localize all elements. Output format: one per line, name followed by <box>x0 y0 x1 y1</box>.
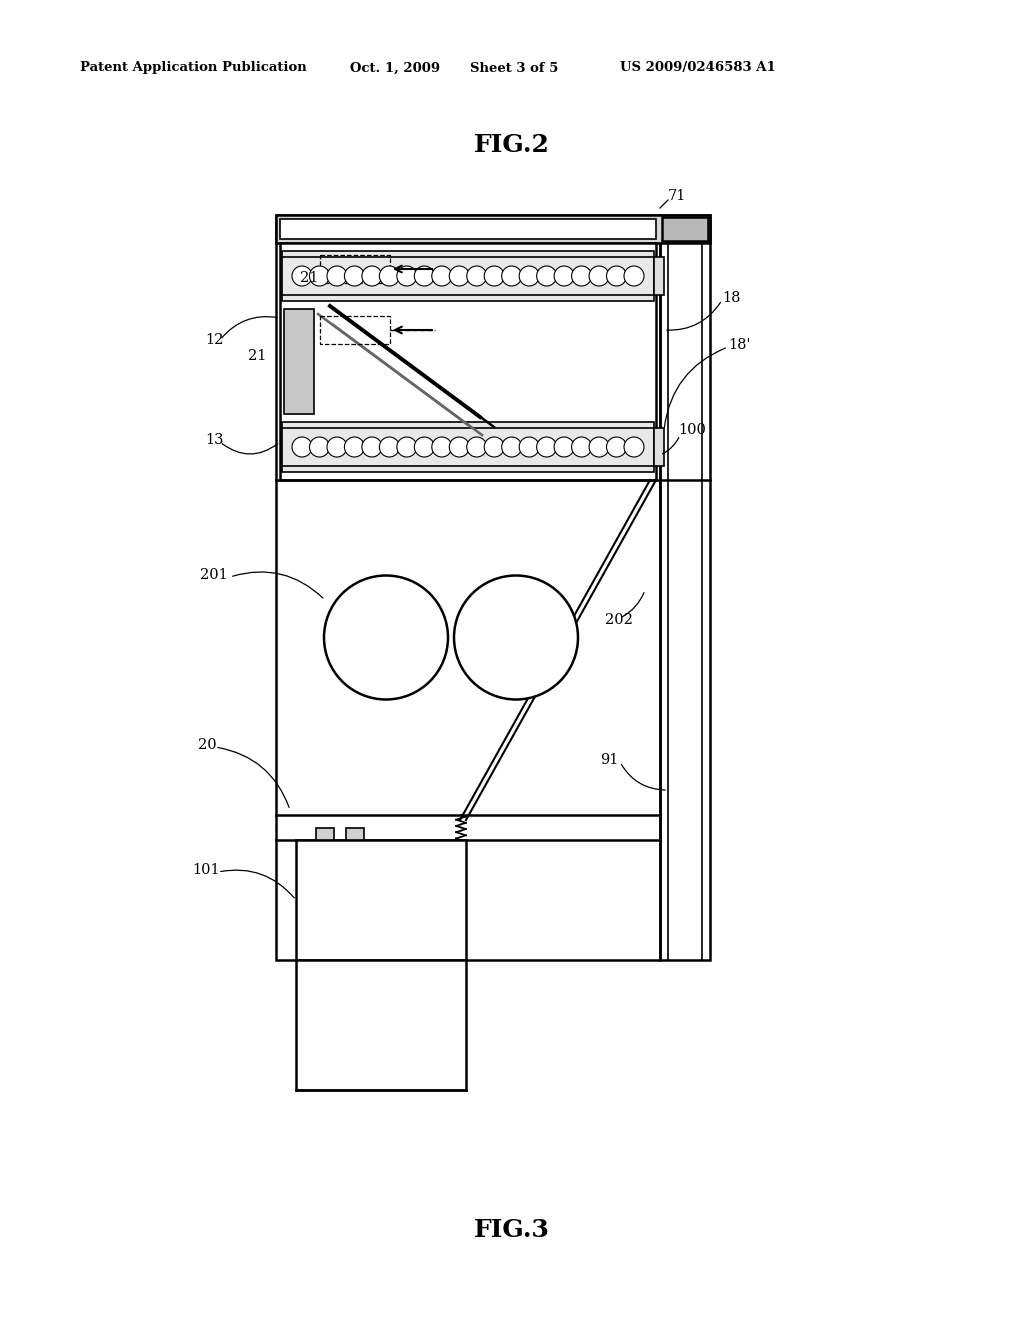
Bar <box>280 219 656 239</box>
Circle shape <box>554 267 574 286</box>
Circle shape <box>397 437 417 457</box>
Circle shape <box>454 576 578 700</box>
Circle shape <box>450 267 469 286</box>
Circle shape <box>344 437 365 457</box>
Circle shape <box>432 437 452 457</box>
Circle shape <box>379 267 399 286</box>
Text: 101: 101 <box>193 863 219 876</box>
Text: 202: 202 <box>605 612 633 627</box>
Circle shape <box>519 437 540 457</box>
Bar <box>346 828 364 840</box>
Circle shape <box>554 437 574 457</box>
Bar <box>316 828 334 840</box>
Circle shape <box>606 267 627 286</box>
Circle shape <box>502 437 521 457</box>
Circle shape <box>571 437 592 457</box>
Circle shape <box>450 437 469 457</box>
Text: 100: 100 <box>678 422 706 437</box>
Bar <box>296 960 466 1090</box>
Text: FIG.2: FIG.2 <box>474 133 550 157</box>
Circle shape <box>292 437 312 457</box>
Bar <box>284 309 314 414</box>
Bar <box>662 216 708 242</box>
Circle shape <box>519 267 540 286</box>
Bar <box>654 257 664 294</box>
Circle shape <box>537 437 557 457</box>
Circle shape <box>467 267 486 286</box>
Bar <box>282 422 654 473</box>
Bar <box>660 215 710 960</box>
Bar <box>654 428 664 466</box>
Circle shape <box>589 437 609 457</box>
Circle shape <box>361 267 382 286</box>
Text: 21: 21 <box>248 348 266 363</box>
Text: 71: 71 <box>668 189 686 203</box>
Bar <box>276 215 660 960</box>
Text: 18': 18' <box>728 338 751 352</box>
Bar <box>280 243 656 480</box>
Circle shape <box>292 267 312 286</box>
Bar <box>282 251 654 301</box>
Circle shape <box>361 437 382 457</box>
Circle shape <box>484 267 504 286</box>
Circle shape <box>589 267 609 286</box>
Circle shape <box>327 437 347 457</box>
Circle shape <box>415 437 434 457</box>
Circle shape <box>432 267 452 286</box>
Circle shape <box>327 267 347 286</box>
Circle shape <box>624 437 644 457</box>
Text: 12: 12 <box>205 333 223 347</box>
Bar <box>319 255 390 282</box>
Circle shape <box>379 437 399 457</box>
Circle shape <box>537 267 557 286</box>
Text: US 2009/0246583 A1: US 2009/0246583 A1 <box>620 62 776 74</box>
Text: Patent Application Publication: Patent Application Publication <box>80 62 307 74</box>
Text: 21: 21 <box>300 271 318 285</box>
Text: Oct. 1, 2009: Oct. 1, 2009 <box>350 62 440 74</box>
Circle shape <box>606 437 627 457</box>
Text: FIG.3: FIG.3 <box>474 1218 550 1242</box>
Circle shape <box>397 267 417 286</box>
Text: Sheet 3 of 5: Sheet 3 of 5 <box>470 62 558 74</box>
Circle shape <box>309 267 330 286</box>
Circle shape <box>484 437 504 457</box>
Text: 91: 91 <box>600 752 618 767</box>
Circle shape <box>502 267 521 286</box>
Circle shape <box>571 267 592 286</box>
Text: 201: 201 <box>200 568 227 582</box>
Bar <box>319 315 390 345</box>
Bar <box>276 215 710 243</box>
Text: 18: 18 <box>722 290 740 305</box>
Text: 20: 20 <box>198 738 217 752</box>
Bar <box>296 840 466 960</box>
Circle shape <box>344 267 365 286</box>
Circle shape <box>624 267 644 286</box>
Circle shape <box>309 437 330 457</box>
Text: 13: 13 <box>205 433 223 447</box>
Circle shape <box>324 576 449 700</box>
Circle shape <box>415 267 434 286</box>
Circle shape <box>467 437 486 457</box>
